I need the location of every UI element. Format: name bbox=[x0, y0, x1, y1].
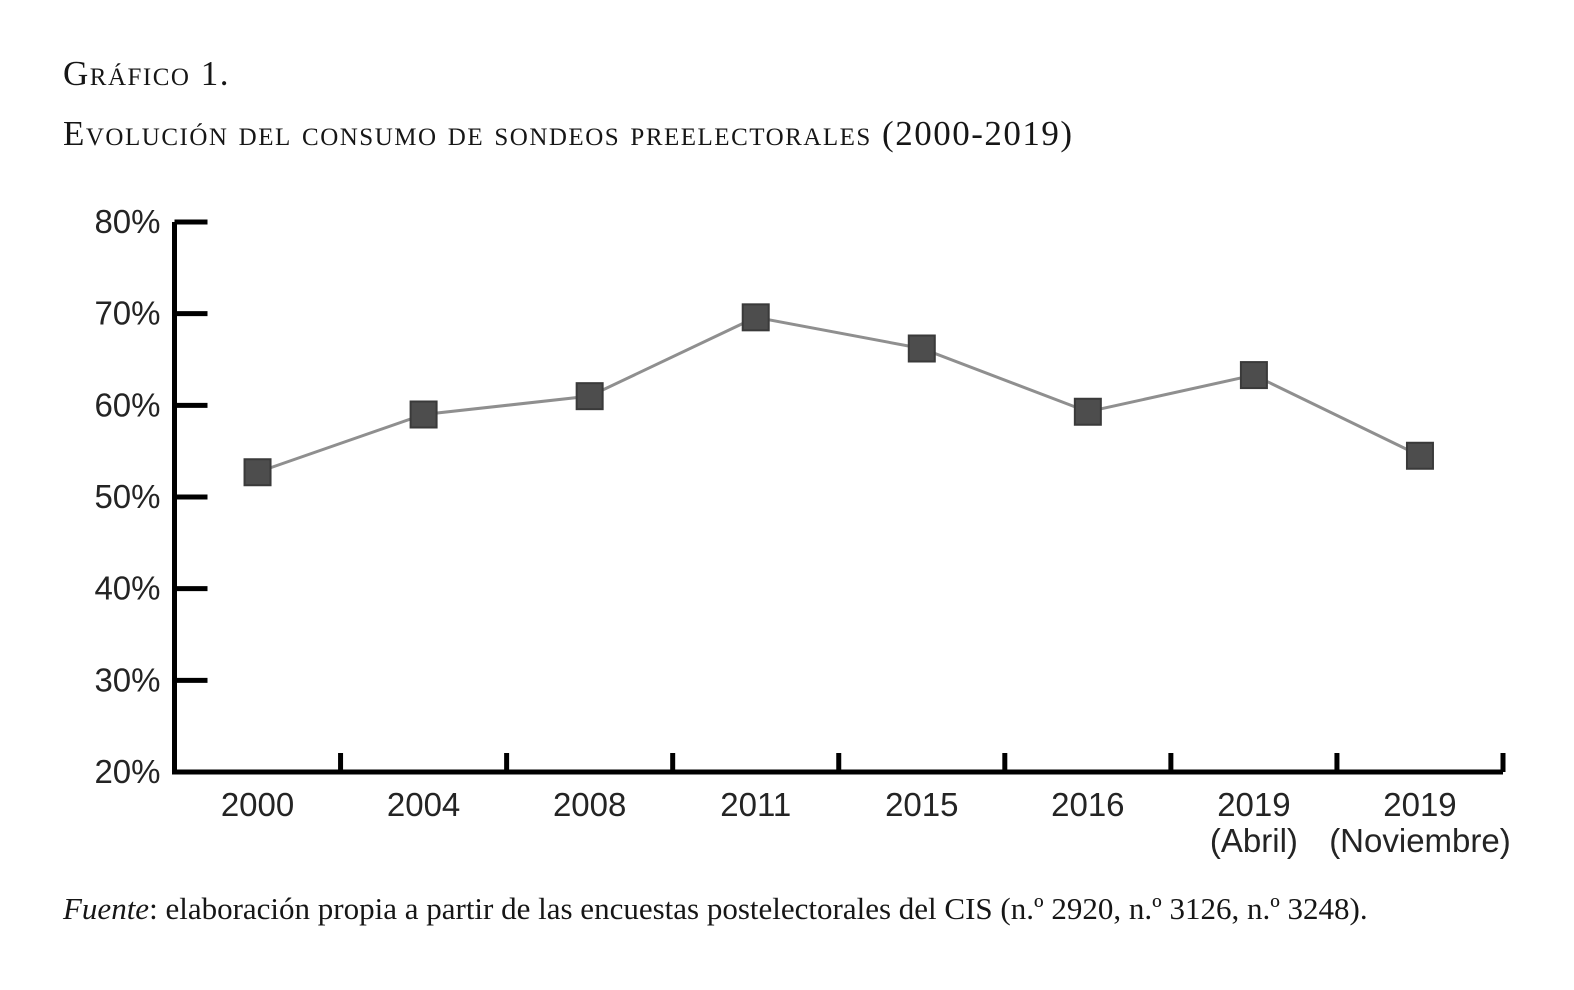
data-point-marker bbox=[741, 303, 770, 332]
y-tick-label: 40% bbox=[94, 570, 160, 607]
data-point-marker bbox=[1405, 441, 1434, 470]
x-tick-label: 2016 bbox=[1051, 786, 1124, 823]
y-tick-label: 30% bbox=[94, 661, 160, 698]
data-point-marker bbox=[575, 382, 604, 411]
y-tick-label: 20% bbox=[94, 753, 160, 790]
y-tick-label: 50% bbox=[94, 478, 160, 515]
x-tick-label: 2019 bbox=[1383, 786, 1456, 823]
y-tick-label: 60% bbox=[94, 386, 160, 423]
data-point-marker bbox=[1239, 361, 1268, 390]
y-tick-label: 80% bbox=[94, 203, 160, 240]
data-point-marker bbox=[409, 400, 438, 429]
x-tick-label: 2011 bbox=[720, 786, 791, 823]
x-tick-label: 2019 bbox=[1217, 786, 1290, 823]
x-tick-label: 2015 bbox=[885, 786, 958, 823]
x-tick-label: (Noviembre) bbox=[1329, 822, 1511, 859]
y-tick-label: 70% bbox=[94, 295, 160, 332]
x-tick-label: (Abril) bbox=[1210, 822, 1298, 859]
source-label: Fuente bbox=[63, 891, 150, 926]
data-point-marker bbox=[243, 458, 272, 487]
data-point-marker bbox=[907, 334, 936, 363]
series-line bbox=[257, 315, 1421, 474]
data-point-marker bbox=[1073, 397, 1102, 426]
source-note: Fuente: elaboración propia a partir de l… bbox=[63, 886, 1368, 932]
source-text: : elaboración propia a partir de las enc… bbox=[149, 891, 1368, 926]
x-tick-label: 2008 bbox=[553, 786, 626, 823]
x-tick-label: 2000 bbox=[221, 786, 294, 823]
x-tick-label: 2004 bbox=[387, 786, 460, 823]
page-title: Gráfico 1. bbox=[63, 54, 230, 93]
axis-lines bbox=[172, 222, 1503, 775]
line-chart: 80% 70% 60% 50% 40% 30% 20% 2000 2004 2008 2011 201… bbox=[94, 203, 1511, 859]
chart-subtitle: Evolución del consumo de sondeos preelec… bbox=[63, 114, 1074, 153]
chart-area: 80% 70% 60% 50% 40% 30% 20% 2000 2004 2008 2011 201… bbox=[0, 175, 1574, 875]
